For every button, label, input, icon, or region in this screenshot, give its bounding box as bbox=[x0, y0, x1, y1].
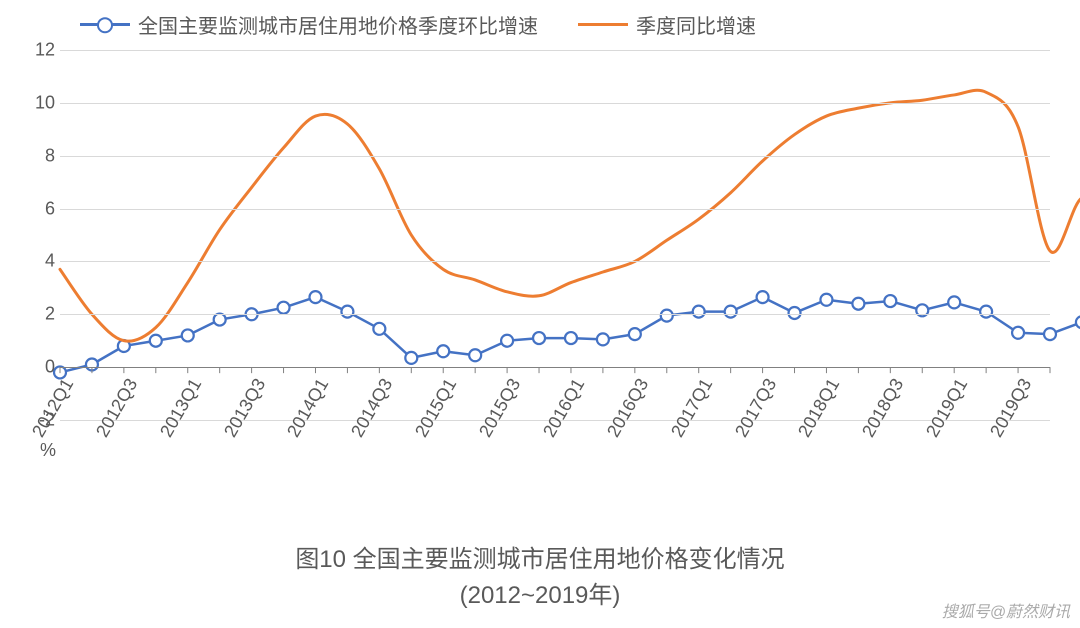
series-marker-qoq bbox=[1012, 327, 1024, 339]
legend: 全国主要监测城市居住用地价格季度环比增速 季度同比增速 bbox=[80, 10, 756, 39]
series-marker-qoq bbox=[948, 296, 960, 308]
series-marker-qoq bbox=[150, 335, 162, 347]
series-marker-qoq bbox=[405, 352, 417, 364]
series-marker-qoq bbox=[757, 291, 769, 303]
series-marker-qoq bbox=[725, 306, 737, 318]
caption-line-2: (2012~2019年) bbox=[0, 578, 1080, 614]
series-marker-qoq bbox=[884, 295, 896, 307]
y-tick-label: 8 bbox=[30, 145, 55, 166]
series-marker-qoq bbox=[373, 323, 385, 335]
y-tick-label: 10 bbox=[30, 92, 55, 113]
series-marker-qoq bbox=[597, 333, 609, 345]
y-tick-label: 0 bbox=[30, 357, 55, 378]
series-marker-qoq bbox=[565, 332, 577, 344]
legend-label-qoq: 全国主要监测城市居住用地价格季度环比增速 bbox=[138, 10, 538, 39]
caption-line-1: 图10 全国主要监测城市居住用地价格变化情况 bbox=[0, 542, 1080, 578]
series-marker-qoq bbox=[852, 298, 864, 310]
y-tick-label: 6 bbox=[30, 198, 55, 219]
gridline bbox=[60, 314, 1050, 315]
series-marker-qoq bbox=[214, 314, 226, 326]
plot-area: -2024681012 bbox=[60, 50, 1050, 420]
gridline bbox=[60, 50, 1050, 51]
series-marker-qoq bbox=[629, 328, 641, 340]
series-marker-qoq bbox=[182, 329, 194, 341]
gridline bbox=[60, 209, 1050, 210]
series-marker-qoq bbox=[501, 335, 513, 347]
legend-item-yoy: 季度同比增速 bbox=[578, 10, 756, 39]
series-marker-qoq bbox=[1076, 316, 1080, 328]
y-tick-label: 2 bbox=[30, 304, 55, 325]
series-marker-qoq bbox=[533, 332, 545, 344]
series-marker-qoq bbox=[980, 306, 992, 318]
series-marker-qoq bbox=[1044, 328, 1056, 340]
series-line-yoy bbox=[60, 90, 1080, 341]
legend-swatch-yoy bbox=[578, 23, 628, 26]
legend-item-qoq: 全国主要监测城市居住用地价格季度环比增速 bbox=[80, 10, 538, 39]
y-axis-unit: % bbox=[40, 440, 56, 461]
gridline bbox=[60, 103, 1050, 104]
figure-container: 全国主要监测城市居住用地价格季度环比增速 季度同比增速 -2024681012 … bbox=[0, 0, 1080, 628]
chart-svg bbox=[60, 50, 1050, 420]
figure-caption: 图10 全国主要监测城市居住用地价格变化情况 (2012~2019年) bbox=[0, 542, 1080, 614]
series-marker-qoq bbox=[341, 306, 353, 318]
watermark: 搜狐号@蔚然财讯 bbox=[942, 598, 1070, 622]
y-tick-label: 4 bbox=[30, 251, 55, 272]
series-marker-qoq bbox=[693, 306, 705, 318]
gridline bbox=[60, 261, 1050, 262]
series-marker-qoq bbox=[437, 345, 449, 357]
gridline bbox=[60, 367, 1050, 368]
series-marker-qoq bbox=[469, 349, 481, 361]
series-marker-qoq bbox=[661, 310, 673, 322]
legend-swatch-qoq bbox=[80, 23, 130, 26]
series-marker-qoq bbox=[789, 307, 801, 319]
gridline bbox=[60, 156, 1050, 157]
y-tick-label: 12 bbox=[30, 40, 55, 61]
series-marker-qoq bbox=[820, 294, 832, 306]
series-marker-qoq bbox=[309, 291, 321, 303]
legend-label-yoy: 季度同比增速 bbox=[636, 10, 756, 39]
series-marker-qoq bbox=[278, 302, 290, 314]
